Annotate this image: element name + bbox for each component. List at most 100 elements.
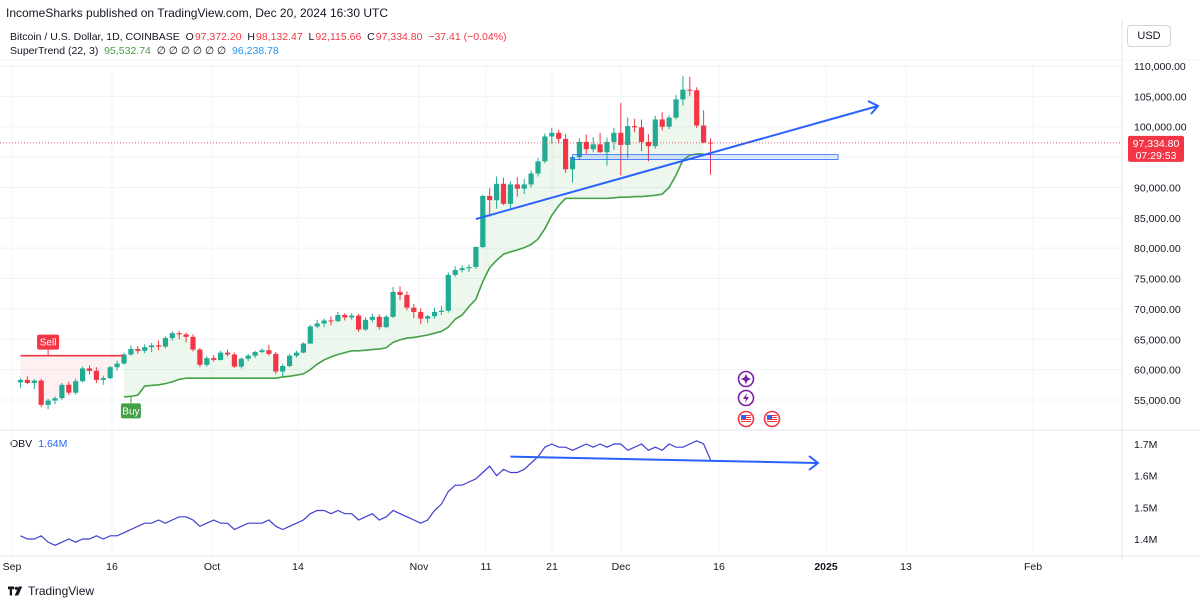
time-axis[interactable]: Sep 16 Oct 14 Nov 11 21 Dec 16 2025 13 Feb [3, 561, 1043, 573]
candle-body [487, 195, 493, 201]
candle-body [307, 326, 313, 344]
candle-body [114, 363, 120, 368]
candle-body [369, 316, 375, 320]
candle [638, 119, 645, 152]
candle-body [128, 348, 134, 355]
candle [521, 178, 527, 195]
candle [418, 308, 424, 325]
us-flag-stripe-icon [767, 419, 777, 420]
trendline-arrowhead [867, 100, 880, 115]
candle-body [38, 380, 44, 405]
candle-body [473, 246, 479, 268]
candle-body [93, 370, 99, 380]
candle-body [17, 379, 24, 383]
candle [514, 177, 520, 197]
candle-body [632, 126, 638, 128]
time-tick-label: Oct [204, 561, 220, 573]
candle-body [73, 381, 79, 393]
candle [86, 365, 93, 375]
candle [625, 117, 631, 159]
current-price-label: 97,334.80 [1133, 138, 1180, 150]
low-value: 92,115.66 [315, 31, 362, 43]
candle-body [59, 384, 65, 399]
candle-body [80, 368, 86, 382]
tradingview-footer[interactable]: TradingView [8, 584, 94, 598]
supertrend-name[interactable]: SuperTrend (22, 3) [10, 45, 99, 57]
candle-body [597, 144, 603, 153]
candle [576, 138, 582, 161]
candle [652, 115, 658, 149]
candle [590, 137, 596, 153]
obv-name[interactable]: OBV [10, 438, 33, 450]
candle-body [273, 353, 279, 372]
candle [307, 324, 313, 345]
obv-legend: OBV 1.64M [10, 438, 67, 450]
candle [93, 367, 99, 383]
candle [211, 355, 217, 362]
currency-button[interactable]: USD [1127, 25, 1171, 47]
candle [45, 398, 51, 410]
high-label: H [247, 31, 255, 43]
candle-body [183, 334, 189, 337]
candle [218, 350, 224, 361]
candle-body [321, 320, 327, 324]
candle [376, 314, 382, 330]
candle-body [135, 348, 141, 351]
candle [73, 378, 79, 395]
candle-body [107, 367, 113, 379]
obv-tick-label: 1.6M [1134, 471, 1157, 483]
candle-body [342, 314, 348, 318]
candle-body [224, 352, 231, 355]
candle [293, 350, 300, 358]
candle [535, 157, 541, 177]
event-markers [737, 370, 781, 428]
candle-body [218, 352, 224, 360]
price-axis[interactable]: 55,000.00 60,000.00 65,000.00 70,000.00 75,0… [1128, 61, 1187, 407]
candle [404, 291, 410, 311]
candle-body [45, 400, 51, 405]
sell-signal-label: Sell [40, 338, 57, 349]
candle [162, 336, 168, 349]
price-tick-label: 60,000.00 [1134, 365, 1181, 377]
symbol-title[interactable]: Bitcoin / U.S. Dollar, 1D, COINBASE [10, 31, 180, 43]
candle-body [563, 138, 569, 170]
chart-legend: Bitcoin / U.S. Dollar, 1D, COINBASE O97,… [10, 30, 507, 58]
candle-body [100, 378, 106, 380]
candle-body [176, 333, 182, 335]
candle [349, 313, 355, 320]
candle [563, 134, 569, 173]
obv-tick-label: 1.4M [1134, 534, 1157, 546]
supertrend-line-up [123, 153, 704, 398]
candle [300, 342, 306, 354]
candle-body [618, 132, 624, 145]
candle-body [169, 333, 175, 339]
candle-body [52, 398, 58, 401]
candle-body [569, 157, 576, 170]
candle-body [149, 345, 155, 348]
candle-body [514, 184, 520, 189]
price-tick-label: 110,000.00 [1134, 61, 1186, 73]
candle-body [680, 89, 686, 100]
supertrend-downtrend-fill [20, 355, 124, 404]
candle [659, 112, 665, 131]
candle [480, 194, 486, 249]
candle-body [383, 316, 389, 328]
trendline-arrow [475, 105, 879, 220]
candle [369, 313, 375, 323]
us-flag-canton-icon [741, 415, 746, 419]
candle [238, 357, 244, 369]
grid-lines [0, 20, 1200, 560]
candle-body [211, 358, 217, 360]
candle [632, 118, 638, 133]
candle [287, 353, 293, 368]
sell-signal-tag [37, 334, 60, 350]
time-tick-label: Feb [1024, 561, 1042, 573]
candle [618, 103, 624, 176]
candle [266, 344, 272, 356]
low-label: L [308, 31, 315, 43]
high-value: 98,132.47 [255, 31, 303, 43]
candle-body [701, 125, 707, 143]
candle-body [259, 350, 265, 353]
supertrend-uptrend-fill [124, 86, 704, 397]
